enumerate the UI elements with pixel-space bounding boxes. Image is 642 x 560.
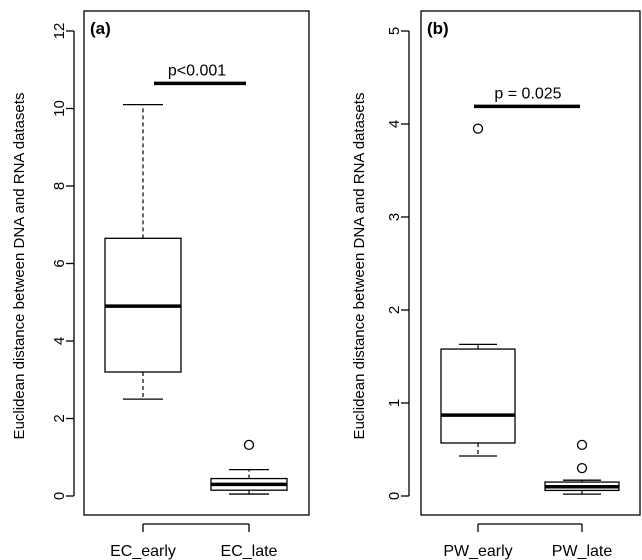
- boxplots: [104, 103, 288, 495]
- panel-a: Euclidean distance between DNA and RNA d…: [11, 10, 310, 560]
- y-tick-label: 4: [51, 337, 68, 345]
- panel-label: (b): [427, 19, 449, 38]
- outlier-point: [472, 123, 484, 134]
- boxplot-EC_late: [210, 439, 288, 495]
- y-tick-label: 10: [51, 100, 68, 117]
- boxplots: [440, 123, 620, 495]
- y-tick-label: 5: [386, 27, 403, 35]
- y-tick-label: 2: [51, 414, 68, 422]
- boxplot-PW_late: [544, 439, 620, 495]
- y-tick-label: 3: [386, 213, 403, 221]
- y-axis-title: Euclidean distance between DNA and RNA d…: [351, 93, 368, 440]
- x-tick-label: EC_late: [221, 543, 278, 560]
- boxplot-EC_early: [104, 103, 182, 400]
- y-tick-label: 0: [386, 492, 403, 500]
- y-tick-label: 0: [51, 492, 68, 500]
- significance-label: p = 0.025: [494, 85, 561, 102]
- panel-b: Euclidean distance between DNA and RNA d…: [351, 10, 641, 560]
- x-axis: PW_early PW_late: [443, 523, 613, 560]
- x-tick-label: PW_late: [552, 543, 613, 560]
- x-tick-label: PW_early: [443, 543, 512, 560]
- box: [440, 348, 516, 444]
- boxplot-PW_early: [440, 123, 516, 457]
- y-tick-label: 4: [386, 120, 403, 128]
- significance-label: p<0.001: [168, 62, 226, 79]
- y-tick-label: 12: [51, 23, 68, 40]
- outlier-point: [576, 462, 588, 474]
- plot-frame: [83, 10, 310, 516]
- y-tick-label: 1: [386, 399, 403, 407]
- y-tick-label: 2: [386, 306, 403, 314]
- y-tick-label: 8: [51, 182, 68, 190]
- panel-label: (a): [90, 19, 111, 38]
- y-axis: 0 2 4 6 8 10 12: [51, 23, 75, 500]
- x-tick-label: EC_early: [110, 543, 176, 560]
- y-axis: 0 1 2 3 4 5: [386, 27, 410, 500]
- plot-frame: [420, 10, 641, 516]
- x-axis: EC_early EC_late: [110, 523, 278, 560]
- y-axis-title: Euclidean distance between DNA and RNA d…: [11, 93, 28, 440]
- outlier-point: [243, 439, 255, 451]
- y-tick-label: 6: [51, 259, 68, 267]
- outlier-point: [576, 439, 588, 451]
